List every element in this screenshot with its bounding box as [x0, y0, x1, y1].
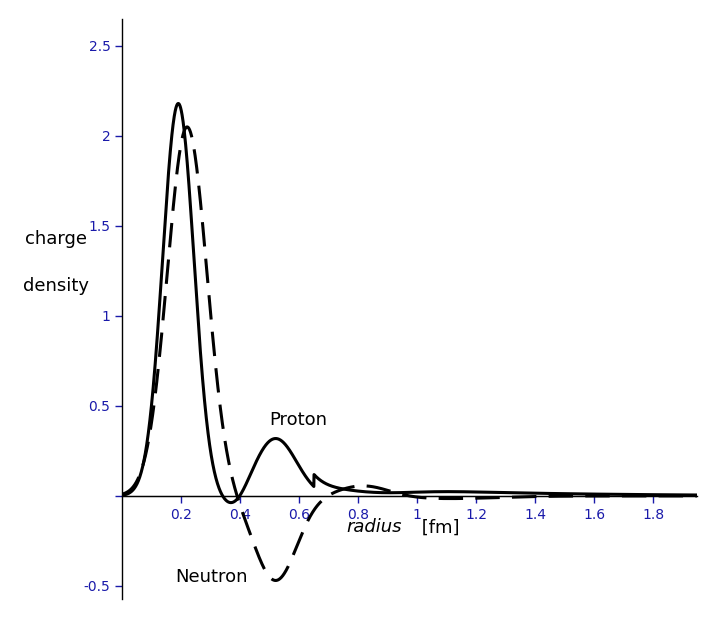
Text: radius: radius: [347, 518, 402, 536]
Text: [fm]: [fm]: [416, 518, 459, 536]
Text: density: density: [23, 277, 89, 294]
Text: Neutron: Neutron: [175, 568, 248, 586]
Text: Proton: Proton: [270, 411, 328, 429]
Text: charge: charge: [25, 230, 87, 248]
